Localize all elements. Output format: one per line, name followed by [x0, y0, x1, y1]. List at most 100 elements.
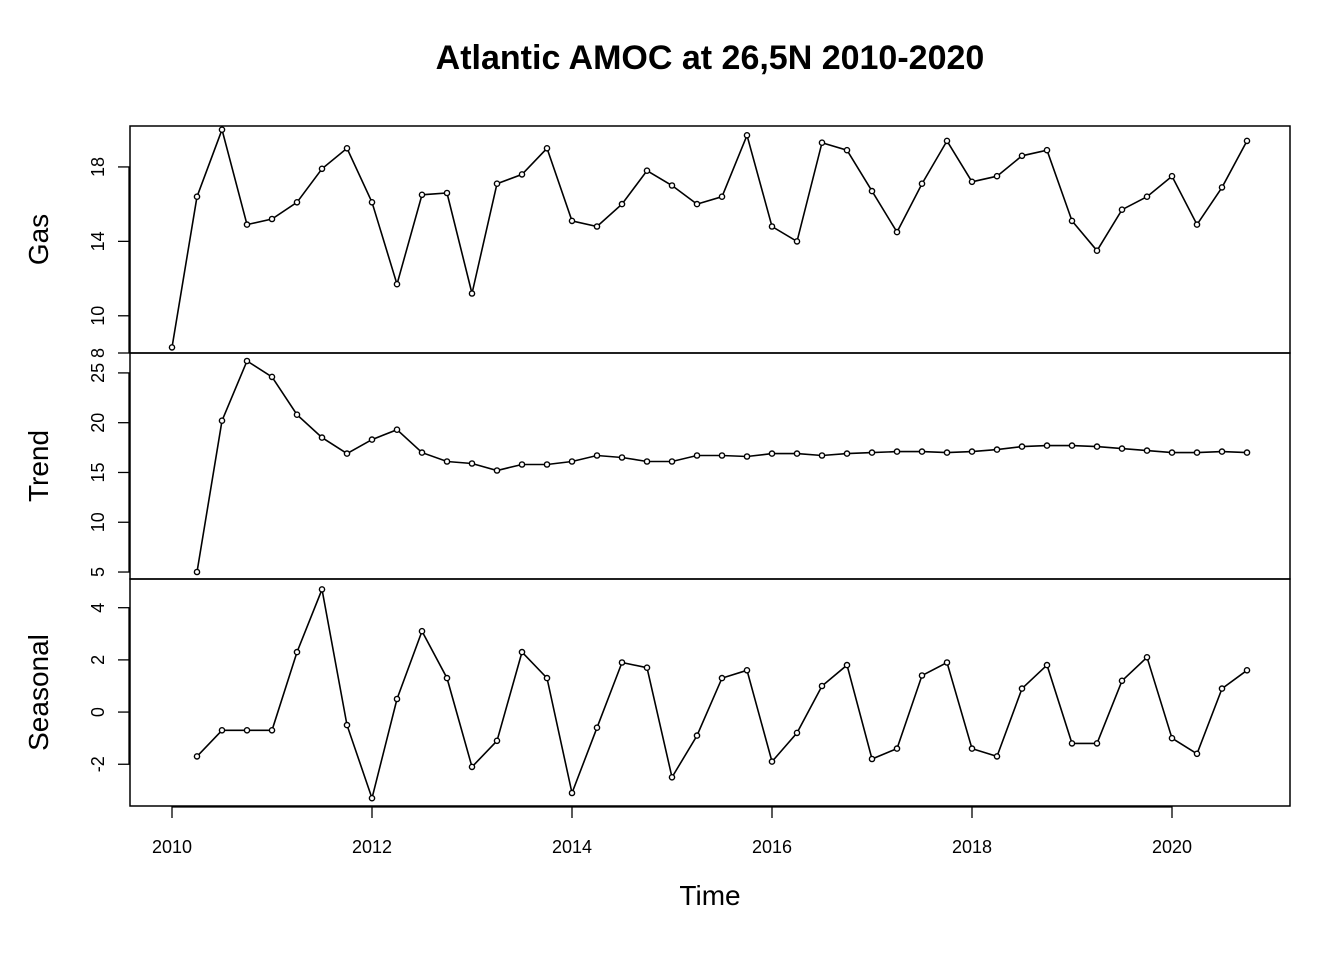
- data-point: [793, 450, 801, 457]
- data-point: [818, 452, 826, 459]
- y-tick-label: 18: [88, 157, 108, 177]
- data-point: [418, 191, 426, 199]
- data-point: [193, 193, 201, 200]
- data-point: [1043, 146, 1051, 154]
- data-point: [843, 661, 851, 669]
- y-tick-label: 15: [88, 462, 108, 482]
- data-point: [1243, 449, 1251, 456]
- data-point: [1243, 667, 1251, 674]
- data-point: [643, 664, 651, 672]
- data-point: [543, 461, 551, 468]
- x-tick-label: 2020: [1152, 837, 1192, 857]
- data-point: [218, 417, 226, 425]
- panel-frame: [129, 125, 1291, 354]
- data-point: [1043, 661, 1051, 669]
- data-point: [1143, 654, 1151, 661]
- data-point: [368, 198, 376, 206]
- data-point: [1068, 217, 1076, 225]
- data-point: [868, 187, 876, 195]
- data-point: [893, 228, 901, 236]
- y-tick-label: 14: [88, 231, 108, 251]
- data-point: [1143, 447, 1151, 454]
- data-point: [268, 215, 276, 223]
- x-axis-label: Time: [679, 880, 740, 911]
- data-point: [1218, 448, 1226, 455]
- y-tick-label: 4: [88, 603, 108, 613]
- panel-trend: 5 10 15 20 25 Trend: [23, 352, 1291, 580]
- data-point: [343, 721, 351, 729]
- data-point: [693, 452, 701, 459]
- data-point: [1168, 449, 1176, 456]
- data-point: [1218, 685, 1226, 692]
- data-point: [818, 139, 826, 146]
- panel-y-label: Gas: [23, 214, 54, 265]
- data-point: [1118, 677, 1126, 685]
- data-point: [768, 450, 776, 457]
- data-point: [1143, 193, 1151, 200]
- chart-title: Atlantic AMOC at 26,5N 2010-2020: [436, 39, 985, 77]
- data-point: [168, 344, 176, 351]
- series-line-gas: [171, 127, 1248, 348]
- data-point: [293, 198, 301, 206]
- data-point: [1193, 750, 1201, 758]
- data-point: [393, 280, 401, 288]
- x-tick-label: 2012: [352, 837, 392, 857]
- data-point: [968, 178, 976, 186]
- data-point: [618, 659, 626, 666]
- y-tick-label: -2: [88, 756, 108, 772]
- data-point: [1218, 184, 1226, 191]
- data-point: [793, 238, 801, 245]
- data-point: [893, 745, 901, 752]
- y-tick-label: 20: [88, 413, 108, 433]
- data-point: [718, 674, 726, 682]
- x-tick-label: 2010: [152, 837, 192, 857]
- data-point: [1043, 442, 1051, 449]
- data-point: [943, 659, 951, 666]
- data-point: [568, 789, 576, 797]
- data-point: [668, 182, 676, 189]
- data-point: [318, 165, 326, 173]
- y-tick-label: 0: [88, 707, 108, 717]
- data-point: [618, 454, 626, 461]
- data-point: [968, 745, 976, 752]
- data-point: [743, 667, 751, 674]
- data-point: [1093, 740, 1101, 747]
- data-point: [718, 452, 726, 459]
- data-point: [643, 167, 651, 174]
- data-point: [443, 189, 451, 197]
- data-point: [343, 144, 351, 152]
- data-point: [643, 458, 651, 465]
- data-point: [893, 448, 901, 455]
- data-point: [218, 727, 226, 734]
- data-point: [918, 180, 926, 187]
- data-point: [593, 724, 601, 732]
- data-point: [968, 448, 976, 455]
- data-point: [393, 695, 401, 703]
- data-point: [518, 461, 526, 468]
- y-tick-label: 10: [88, 306, 108, 326]
- panel-y-label: Seasonal: [23, 634, 54, 751]
- data-point: [1168, 172, 1176, 180]
- y-tick-label: 8: [88, 348, 108, 358]
- data-point: [243, 727, 251, 734]
- data-point: [793, 729, 801, 737]
- data-point: [318, 434, 326, 441]
- data-point: [518, 648, 526, 656]
- data-point: [718, 193, 726, 200]
- data-point: [293, 648, 301, 656]
- data-point: [943, 137, 951, 145]
- data-point: [568, 217, 576, 225]
- y-tick-label: 5: [88, 567, 108, 577]
- data-point: [1118, 206, 1126, 213]
- data-point: [1018, 443, 1026, 450]
- data-point: [443, 458, 451, 465]
- panel-y-label: Trend: [23, 430, 54, 502]
- data-point: [843, 450, 851, 457]
- data-point: [343, 450, 351, 457]
- y-tick-label: 10: [88, 512, 108, 532]
- data-point: [218, 126, 226, 133]
- data-point: [1068, 740, 1076, 747]
- series-line-trend: [196, 359, 1248, 573]
- data-point: [1168, 734, 1176, 742]
